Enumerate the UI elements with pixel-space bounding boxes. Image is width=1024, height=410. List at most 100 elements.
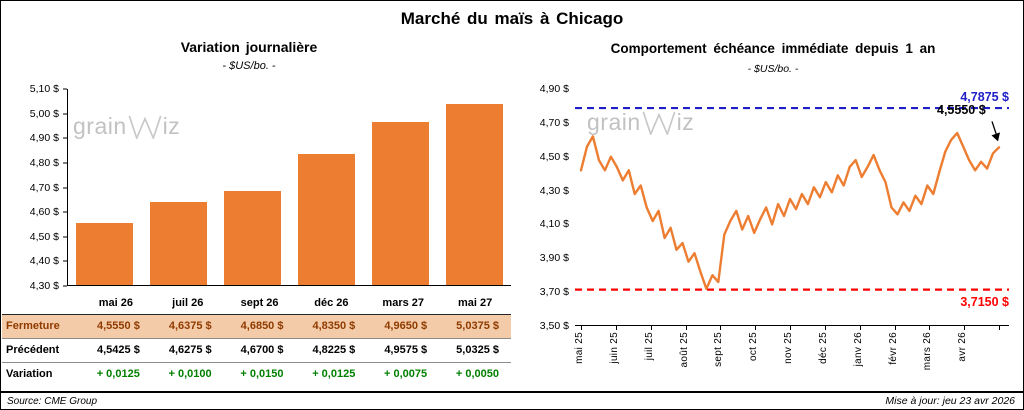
line-x-axis-label: nov 25	[783, 332, 794, 364]
bar-y-axis-label: 4,40 $	[29, 255, 59, 268]
line-y-axis-label: 3,90 $	[539, 252, 569, 265]
bar-slot	[216, 89, 290, 285]
bar-plot-area	[67, 89, 511, 286]
source-note: Source: CME Group	[7, 396, 98, 407]
updated-note: Mise à jour: jeu 23 avr 2026	[885, 395, 1015, 407]
price-line	[579, 131, 1001, 290]
axis-tick	[63, 260, 67, 262]
axis-tick	[790, 326, 791, 330]
axis-tick	[894, 326, 896, 330]
line-x-axis-label: mai 25	[574, 332, 585, 364]
axis-tick	[964, 326, 966, 330]
bar-chart: 4,30 $ 4,40 $ 4,50 $ 4,60 $ 4,70 $ 4,80 $ 4,90…	[9, 83, 511, 292]
line-x-axis-label: juin 25	[608, 332, 620, 364]
line-x-axis-label: sept 25	[713, 332, 725, 367]
table-value: 4,5550 $	[80, 314, 152, 339]
table-value: 4,8350 $	[295, 314, 368, 339]
bar-mai 27	[445, 104, 503, 285]
axis-tick	[63, 187, 67, 188]
table-value: + 0,0075	[384, 368, 428, 381]
table-value: + 0,0150	[240, 368, 284, 381]
last-price-arrowhead	[991, 132, 1000, 142]
bar-y-axis: 4,30 $ 4,40 $ 4,50 $ 4,60 $ 4,70 $ 4,80 $ 4,90…	[9, 83, 67, 292]
line-y-axis-label: 3,70 $	[539, 286, 569, 299]
bar-mai 26	[76, 222, 134, 285]
line-y-axis-label: 4,10 $	[539, 218, 569, 231]
row-label: Précédent	[2, 338, 80, 363]
table-value: 4,9650 $	[367, 314, 440, 339]
table-value: 4,5425 $	[80, 338, 152, 363]
table-value: + 0,0050	[455, 368, 499, 381]
bar-slot	[68, 89, 142, 285]
bar-chart-subtitle: - $US/bo. -	[222, 60, 276, 72]
bar-déc 26	[297, 153, 355, 285]
line-chart: 3,50 $ 3,70 $ 3,90 $ 4,10 $ 4,30 $ 4,50 $ 4,70…	[531, 83, 1013, 389]
bar-sept 26	[224, 190, 282, 285]
bar-y-axis-label: 4,50 $	[29, 230, 59, 243]
futures-table: mai 26 juil 26 sept 26 déc 26 mars 27 mai 27 F…	[2, 293, 511, 386]
line-x-axis-label: juil 25	[643, 332, 655, 361]
line-y-axis: 3,50 $ 3,70 $ 3,90 $ 4,10 $ 4,30 $ 4,50 $ 4,70…	[531, 83, 575, 332]
line-x-axis-label: févr 26	[887, 332, 899, 365]
axis-tick	[755, 326, 757, 330]
contract-month-header: mai 27	[439, 293, 511, 315]
axis-tick	[685, 326, 687, 330]
axis-tick	[63, 162, 67, 164]
table-value: 4,6850 $	[223, 314, 296, 339]
line-x-axis-label: déc 25	[817, 332, 829, 364]
page-title: Marché du maïs à Chicago	[400, 9, 624, 28]
axis-tick	[929, 326, 931, 330]
contract-month-header: juil 26	[151, 293, 224, 315]
row-label: Variation	[6, 368, 53, 381]
bar-y-axis-label: 4,80 $	[29, 156, 59, 169]
line-x-axis-label: janv 26	[852, 332, 864, 367]
table-value: 5,0375 $	[439, 314, 511, 339]
line-y-axis-label: 4,30 $	[539, 184, 569, 197]
contract-month-header: mars 27	[367, 293, 440, 315]
bar-slot	[437, 89, 511, 285]
table-value: 5,0325 $	[439, 338, 511, 363]
table-value: + 0,0100	[168, 368, 212, 381]
bar-mars 27	[371, 122, 429, 285]
bar-slot	[363, 89, 437, 285]
table-value: + 0,0125	[96, 368, 140, 381]
grainwiz-watermark: grain iz	[587, 109, 694, 136]
axis-tick	[63, 236, 67, 238]
table-row-close: Fermeture 4,5550 $4,6375 $4,6850 $4,8350 …	[2, 314, 511, 339]
table-header-row: mai 26 juil 26 sept 26 déc 26 mars 27 mai 27	[2, 293, 511, 315]
table-row-variation: Variation + 0,0125 + 0,0100 + 0,0150 + 0,012…	[2, 362, 511, 386]
price-line-svg	[575, 106, 1009, 291]
axis-tick	[824, 326, 826, 330]
bar-y-axis-label: 5,10 $	[29, 83, 59, 95]
line-y-axis-label: 4,70 $	[539, 116, 569, 129]
axis-tick	[581, 326, 582, 330]
table-value: 4,9575 $	[367, 338, 440, 363]
bar-slot	[289, 89, 363, 285]
bar-y-axis-label: 4,60 $	[29, 206, 59, 219]
axis-tick	[63, 137, 67, 139]
table-value: 4,6375 $	[151, 314, 224, 339]
line-x-axis: mai 25 juin 25 juil 25 août 25 sept 25 oct 25…	[574, 326, 1009, 388]
axis-tick	[63, 113, 67, 115]
axis-tick	[615, 326, 617, 330]
bar-chart-title: Variation journalière	[180, 39, 318, 55]
axis-tick	[63, 211, 67, 213]
table-corner	[2, 293, 80, 315]
contract-month-header: sept 26	[223, 293, 296, 315]
bar-slot	[142, 89, 216, 285]
table-row-previous: Précédent 4,5425 $4,6275 $4,6700 $4,8225 …	[2, 338, 511, 363]
table-value: 4,8225 $	[295, 338, 368, 363]
line-x-axis-label: avr 26	[957, 332, 969, 362]
watermark-text-suffix: iz	[676, 109, 695, 135]
table-value: 4,6275 $	[151, 338, 224, 363]
watermark-text-prefix: grain	[587, 109, 641, 135]
contract-month-header: déc 26	[295, 293, 368, 315]
watermark-w-icon	[128, 115, 162, 139]
axis-tick	[999, 326, 1000, 330]
line-y-axis-label: 4,50 $	[539, 150, 569, 163]
bar-juil 26	[150, 202, 208, 285]
bar-y-axis-label: 4,90 $	[29, 132, 59, 145]
watermark-text-suffix: iz	[162, 113, 181, 139]
grainwiz-watermark: grain iz	[73, 113, 180, 140]
